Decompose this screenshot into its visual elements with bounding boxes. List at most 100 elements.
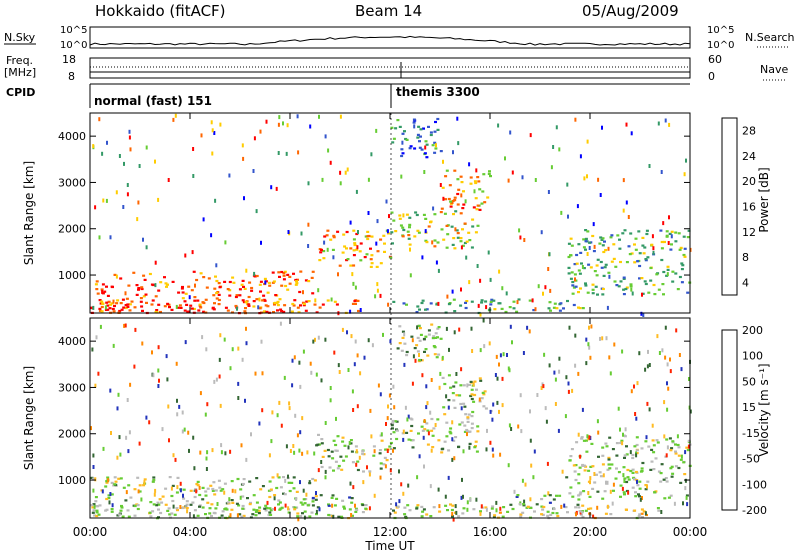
heatmap-cell	[296, 512, 300, 515]
heatmap-cell	[238, 513, 242, 516]
heatmap-cell	[655, 439, 659, 442]
heatmap-cell	[167, 507, 171, 510]
heatmap-cell	[550, 165, 553, 170]
heatmap-cell	[387, 302, 390, 307]
heatmap-cell	[608, 467, 612, 470]
heatmap-cell	[301, 503, 305, 506]
colorbar-tick-label: -100	[742, 478, 767, 491]
heatmap-cell	[425, 422, 429, 425]
heatmap-cell	[500, 307, 504, 310]
heatmap-cell	[266, 291, 270, 294]
heatmap-cell	[321, 177, 324, 182]
heatmap-cell	[625, 453, 629, 456]
heatmap-cell	[583, 176, 586, 181]
heatmap-cell	[408, 223, 412, 226]
heatmap-cell	[445, 421, 449, 424]
heatmap-cell	[320, 438, 324, 441]
heatmap-cell	[622, 491, 626, 494]
heatmap-cell	[116, 299, 120, 302]
heatmap-cell	[429, 484, 432, 489]
heatmap-cell	[215, 297, 219, 300]
heatmap-cell	[277, 151, 280, 155]
heatmap-cell	[454, 210, 458, 213]
heatmap-cell	[625, 261, 629, 264]
heatmap-cell	[664, 355, 667, 360]
heatmap-cell	[176, 306, 180, 309]
heatmap-cell	[596, 293, 599, 296]
heatmap-cell	[349, 309, 352, 314]
heatmap-cell	[376, 288, 379, 293]
heatmap-cell	[355, 449, 358, 454]
heatmap-cell	[578, 466, 582, 469]
heatmap-cell	[571, 388, 574, 393]
heatmap-cell	[622, 434, 626, 437]
heatmap-cell	[483, 344, 486, 349]
heatmap-cell	[680, 454, 683, 459]
heatmap-cell	[558, 356, 561, 361]
heatmap-cell	[211, 128, 214, 133]
heatmap-cell	[607, 246, 610, 251]
heatmap-cell	[375, 265, 379, 268]
heatmap-cell	[179, 306, 183, 309]
heatmap-cell	[331, 457, 335, 460]
nave-tick-top: 60	[708, 53, 722, 66]
heatmap-cell	[452, 439, 456, 442]
heatmap-cell	[559, 302, 563, 305]
power-colorbar-label: Power [dB]	[757, 167, 771, 232]
heatmap-cell	[579, 454, 582, 459]
heatmap-cell	[163, 276, 166, 279]
heatmap-cell	[217, 282, 221, 285]
heatmap-cell	[354, 445, 358, 448]
heatmap-cell	[366, 237, 370, 241]
heatmap-cell	[571, 292, 575, 295]
heatmap-cell	[97, 513, 101, 516]
heatmap-cell	[214, 507, 218, 510]
heatmap-cell	[405, 354, 409, 357]
heatmap-cell	[364, 504, 368, 507]
heatmap-cell	[94, 205, 97, 210]
heatmap-cell	[207, 277, 211, 280]
heatmap-cell	[263, 507, 267, 510]
heatmap-cell	[351, 272, 354, 277]
heatmap-cell	[237, 381, 240, 386]
heatmap-cell	[183, 309, 187, 312]
heatmap-cell	[577, 432, 580, 437]
heatmap-cell	[604, 249, 608, 252]
velocity-heatmap	[90, 318, 692, 522]
heatmap-cell	[636, 260, 640, 263]
heatmap-cell	[584, 229, 588, 232]
heatmap-cell	[423, 152, 427, 155]
heatmap-cell	[567, 242, 571, 245]
heatmap-cell	[261, 371, 264, 376]
heatmap-cell	[373, 449, 376, 454]
heatmap-cell	[570, 244, 574, 247]
heatmap-cell	[674, 240, 678, 243]
heatmap-cell	[112, 343, 115, 348]
heatmap-cell	[269, 509, 273, 512]
heatmap-cell	[315, 311, 319, 314]
heatmap-cell	[615, 467, 618, 470]
heatmap-cell	[352, 408, 355, 412]
heatmap-cell	[311, 500, 315, 503]
heatmap-cell	[213, 302, 216, 305]
heatmap-cell	[168, 306, 171, 309]
heatmap-cell	[577, 494, 581, 497]
heatmap-cell	[180, 287, 184, 290]
heatmap-cell	[680, 367, 683, 372]
heatmap-cell	[569, 237, 573, 240]
heatmap-cell	[674, 231, 678, 234]
heatmap-cell	[100, 305, 104, 309]
heatmap-cell	[132, 271, 136, 274]
heatmap-cell	[680, 281, 684, 284]
heatmap-cell	[683, 473, 687, 476]
heatmap-cell	[402, 491, 405, 496]
heatmap-cell	[95, 511, 99, 514]
heatmap-cell	[442, 159, 444, 164]
heatmap-cell	[337, 272, 339, 277]
heatmap-cell	[596, 505, 599, 510]
heatmap-cell	[126, 398, 129, 402]
heatmap-cell	[370, 152, 373, 157]
heatmap-cell	[354, 510, 358, 513]
heatmap-cell	[688, 377, 690, 381]
